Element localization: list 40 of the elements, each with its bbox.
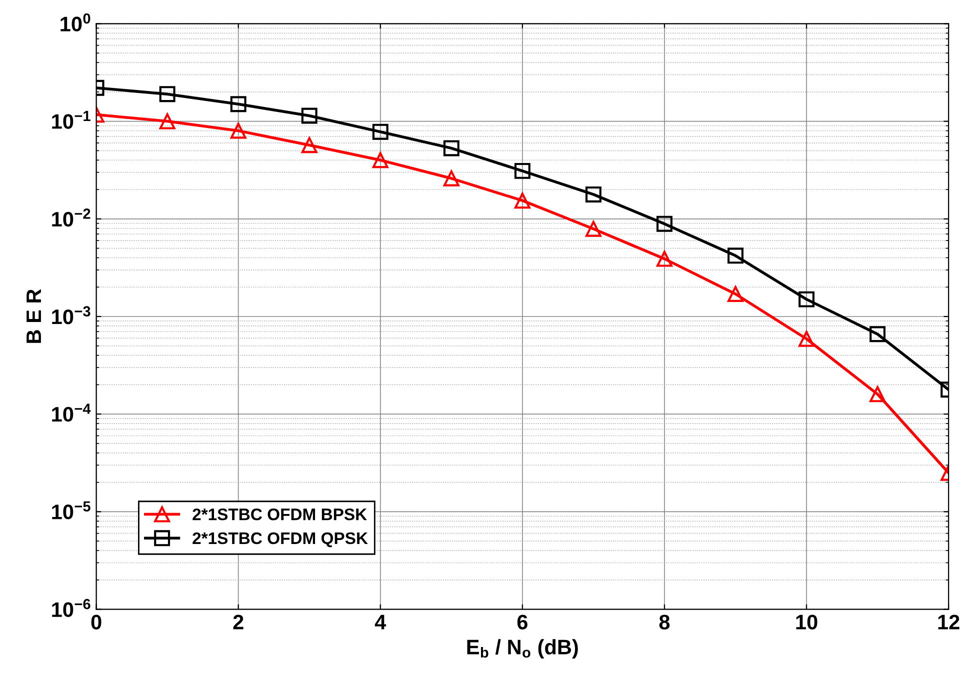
point (301, 137, 318, 154)
point (443, 170, 460, 186)
point (798, 330, 814, 347)
y-tick-label: 10$^{−6}$ (52, 598, 90, 618)
point (870, 326, 886, 342)
x-tick-label: 8 (659, 614, 670, 630)
legend-label: 2*1STBC OFDM BPSK (192, 508, 367, 520)
legend-label: 2*1STBC OFDM QPSK (192, 532, 368, 548)
x-tick-label: 10 (796, 614, 818, 630)
x-tick-label: 0 (91, 614, 102, 630)
point (372, 124, 388, 140)
point (372, 152, 388, 168)
point (728, 248, 744, 264)
point (230, 122, 246, 139)
y-axis-title: B E R (26, 289, 41, 343)
point (443, 140, 460, 156)
x-tick-label: 6 (517, 614, 528, 630)
y-tick-label: 10$^{−1}$ (52, 110, 90, 129)
point (728, 286, 744, 302)
y-tick-label: 10$^{−2}$ (52, 208, 90, 227)
y-tick-label: 10$^{0}$ (60, 13, 90, 32)
y-tick-label: 10$^{−4}$ (52, 404, 91, 422)
x-axis-title: E$_{b}$ / N$_{o}$ (dB) (467, 639, 578, 659)
y-tick-label: 10$^{−5}$ (52, 501, 90, 520)
point (585, 220, 602, 237)
point (798, 291, 814, 308)
x-tick-label: 4 (374, 614, 386, 630)
point (870, 386, 886, 402)
y-tick-label: 10$^{−3}$ (52, 306, 90, 324)
point (656, 216, 672, 232)
point (301, 108, 318, 124)
point (585, 186, 602, 202)
point (514, 192, 530, 209)
point (159, 86, 176, 102)
x-tick-label: 12 (938, 614, 960, 630)
x-tick-label: 2 (233, 614, 244, 630)
point (159, 113, 176, 130)
point (656, 250, 672, 267)
point (230, 96, 246, 112)
point (514, 162, 530, 179)
